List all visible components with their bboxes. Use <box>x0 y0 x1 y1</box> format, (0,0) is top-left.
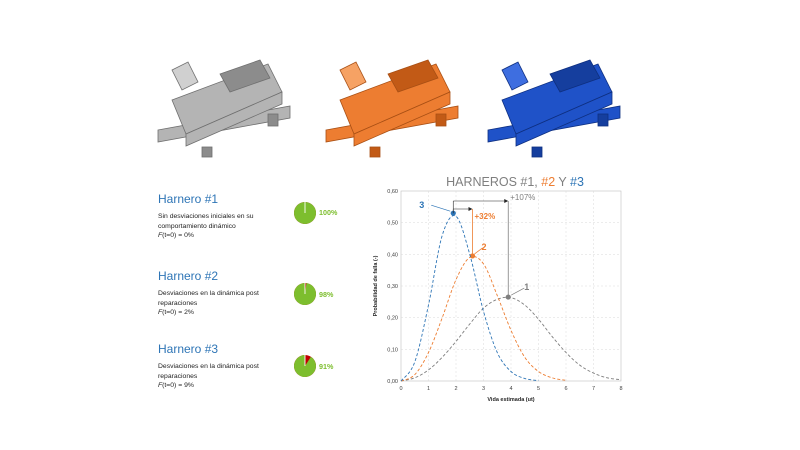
series-3-label: 3 <box>419 200 424 210</box>
reliability-label-1: 100% <box>319 208 338 217</box>
series-1-peak-point <box>505 294 511 300</box>
annotation-107-label: +107% <box>510 193 535 202</box>
harnero-2-f: F(t=0) = 2% <box>158 309 194 316</box>
annotation-107-arrowhead <box>504 199 509 203</box>
chart-title: HARNEROS #1, #2 Y #3 <box>446 175 584 189</box>
harnero-3-title: Harnero #3 <box>158 342 219 356</box>
harnero-1-block: Harnero #1 Sin desviaciones iniciales en… <box>158 192 388 240</box>
y-tick-label: 0,60 <box>387 189 398 195</box>
harnero-3-desc: Desviaciones en la dinámica post reparac… <box>158 363 259 380</box>
harnero-1-title: Harnero #1 <box>158 192 219 206</box>
reliability-pie-2 <box>293 282 317 311</box>
series-2-leader <box>474 247 483 255</box>
reliability-pie-1 <box>293 201 317 230</box>
harnero-3-image <box>487 59 621 158</box>
harnero-2-image <box>325 59 459 158</box>
y-axis-label: Probabilidad de falla (-) <box>373 255 379 316</box>
series-1-leader <box>511 287 525 296</box>
x-tick-label: 6 <box>564 386 567 392</box>
y-tick-label: 0,20 <box>387 316 398 322</box>
series-2-curve <box>400 256 567 382</box>
series-2-label: 2 <box>482 242 487 252</box>
x-tick-label: 3 <box>482 386 485 392</box>
harnero-2-title: Harnero #2 <box>158 269 219 283</box>
reliability-label-2: 98% <box>319 290 334 299</box>
harnero-2-desc: Desviaciones en la dinámica post reparac… <box>158 290 259 307</box>
machine-body <box>157 59 291 158</box>
harnero-1-f: F(t=0) = 0% <box>158 232 194 239</box>
x-tick-label: 1 <box>427 386 430 392</box>
reliability-label-3: 91% <box>319 362 334 371</box>
failure-probability-chart: 0 1 2 3 4 5 6 7 8 0,00 0,10 0,20 0,30 0,40 0,50 0,60 Vid… <box>373 189 623 403</box>
y-tick-label: 0,30 <box>387 284 398 290</box>
harnero-1-image <box>157 59 291 158</box>
y-tick-label: 0,10 <box>387 347 398 353</box>
machine-body <box>487 59 621 158</box>
annotation-32-label: +32% <box>475 212 496 221</box>
y-tick-label: 0,50 <box>387 221 398 227</box>
x-tick-label: 7 <box>592 386 595 392</box>
harnero-2-block: Harnero #2 Desviaciones en la dinámica p… <box>158 269 388 317</box>
harnero-3-f: F(t=0) = 9% <box>158 382 194 389</box>
y-tick-label: 0,00 <box>387 379 398 385</box>
series-1-label: 1 <box>524 282 529 292</box>
annotation-32-arrowhead <box>468 207 473 211</box>
series-3-curve <box>400 215 539 382</box>
x-tick-label: 0 <box>399 386 402 392</box>
x-tick-label: 5 <box>537 386 540 392</box>
x-tick-label: 2 <box>454 386 457 392</box>
x-axis-label: Vida estimada (ut) <box>487 397 534 403</box>
series-3-leader <box>431 204 451 212</box>
harnero-1-desc: Sin desviaciones iniciales en su comport… <box>158 213 254 230</box>
harnero-3-block: Harnero #3 Desviaciones en la dinámica p… <box>158 342 388 390</box>
x-tick-label: 8 <box>619 386 622 392</box>
y-tick-label: 0,40 <box>387 252 398 258</box>
machine-body <box>325 59 459 158</box>
reliability-pie-3 <box>293 354 317 383</box>
x-tick-label: 4 <box>509 386 512 392</box>
series-1-curve <box>400 296 622 382</box>
